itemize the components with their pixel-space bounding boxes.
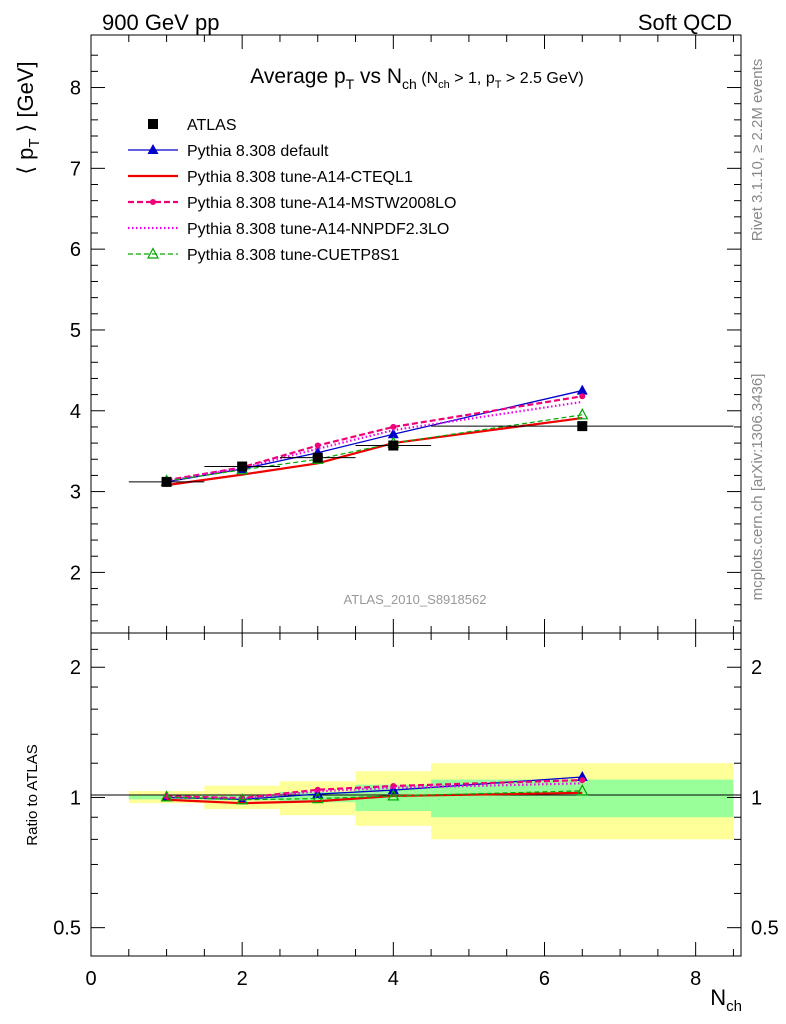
source-reference-label: mcplots.cern.ch [arXiv:1306.3436] [749,374,766,601]
header-right-label: Soft QCD [638,10,732,35]
data-point-1 [237,461,248,472]
ratio-line-4 [166,790,583,801]
data-point-2 [312,452,323,463]
legend-marker-1 [147,144,159,154]
ratio-line-2 [166,778,583,800]
title-sub-1: T [346,76,355,92]
series-2-point-3 [390,423,397,430]
ratio-y-tick-label-right-1: 1 [751,787,762,809]
ratio-y-tick-label-right-2: 2 [751,657,762,679]
legend-marker-3 [150,199,156,205]
legend-label-2: Pythia 8.308 tune-A14-CTEQL1 [187,169,413,186]
series-line-0 [166,389,583,483]
x-tick-label-4: 8 [690,968,701,990]
ratio-0-point-3 [387,784,399,795]
title-prefix: Average p [250,65,345,88]
ratio-y-tick-label-1: 1 [70,787,81,809]
main-y-tick-label-3: 5 [70,320,81,342]
title-mid: vs N [354,65,402,88]
title-cond-sub-a: ch [438,79,450,91]
ratio-panel: 0.5 0.5 1 1 2 2 0 2 4 6 8 Ratio to ATLAS Nch [24,632,779,1015]
ratio-2-point-4 [579,777,586,784]
data-point-4 [577,421,588,432]
x-tick-label-2: 4 [388,968,399,990]
ratio-y-tick-label-2: 2 [70,657,81,679]
title-cond-b: > 1, p [450,70,495,87]
analysis-watermark: ATLAS_2010_S8918562 [344,592,487,607]
x-label-sub: ch [726,998,742,1015]
main-series-group [128,384,734,487]
ratio-y-tick-label-right-0: 0.5 [751,918,779,940]
main-y-tick-label-2: 4 [70,401,81,423]
x-tick-label-3: 6 [539,968,550,990]
main-y-axis-label: ⟨ pT ⟩ [GeV] [13,61,43,174]
series-line-1 [166,416,583,487]
data-point-0 [161,476,172,487]
header-left-label: 900 GeV pp [102,10,219,35]
ratio-axes: 0.5 0.5 1 1 2 2 0 2 4 6 8 [53,633,779,990]
legend-marker-5 [147,247,159,259]
y-label-sub: T [26,138,43,147]
y-label-open: ⟨ p [13,148,38,175]
ratio-y-tick-label-0: 0.5 [53,918,81,940]
legend: ATLAS Pythia 8.308 default Pythia 8.308 tu… [128,117,456,264]
x-axis-label: Nch [710,985,742,1015]
rivet-version-label: Rivet 3.1.10, ≥ 2.2M events [749,59,766,242]
ratio-plot-frame [90,632,742,957]
title-cond-c: > 2.5 GeV) [501,70,583,87]
x-tick-label-0: 0 [85,968,96,990]
series-0-point-3 [387,428,399,439]
ratio-4-point-3 [387,789,400,801]
data-point-3 [388,440,399,451]
legend-marker-0 [148,119,158,129]
main-y-axis: 2 3 4 5 6 7 8 [70,35,741,633]
series-2-point-4 [579,393,586,400]
y-label-close: ⟩ [GeV] [13,61,38,138]
series-2-point-2 [314,442,321,449]
main-y-tick-label-4: 6 [70,239,81,261]
ratio-4-point-4 [576,784,589,796]
series-4-point-4 [576,408,589,420]
main-y-tick-label-1: 3 [70,482,81,504]
ratio-4-point-1 [236,792,249,805]
ratio-series-group [160,771,589,805]
legend-label-0: ATLAS [187,117,237,134]
ratio-4-point-0 [160,790,173,802]
main-y-tick-label-5: 7 [70,158,81,180]
legend-label-4: Pythia 8.308 tune-A14-NNPDF2.3LO [187,221,449,238]
series-0-point-4 [576,384,588,395]
ratio-line-1 [166,791,583,805]
ratio-4-point-2 [311,791,324,804]
legend-label-3: Pythia 8.308 tune-A14-MSTW2008LO [187,195,456,212]
x-tick-label-1: 2 [237,968,248,990]
chart-title: Average pT vs Nch (Nch > 1, pT > 2.5 GeV… [250,65,583,92]
main-y-tick-label-0: 2 [70,562,81,584]
x-label-main: N [710,985,726,1010]
legend-label-5: Pythia 8.308 tune-CUETP8S1 [187,247,400,264]
main-y-tick-label-6: 8 [70,78,81,100]
series-line-3 [166,400,583,483]
ratio-y-axis-label: Ratio to ATLAS [24,744,41,845]
legend-label-1: Pythia 8.308 default [187,143,329,160]
title-sub-2: ch [402,76,417,92]
title-cond-sub-b: T [495,79,502,91]
title-cond-a: (N [417,70,438,87]
ratio-0-point-4 [576,771,588,782]
